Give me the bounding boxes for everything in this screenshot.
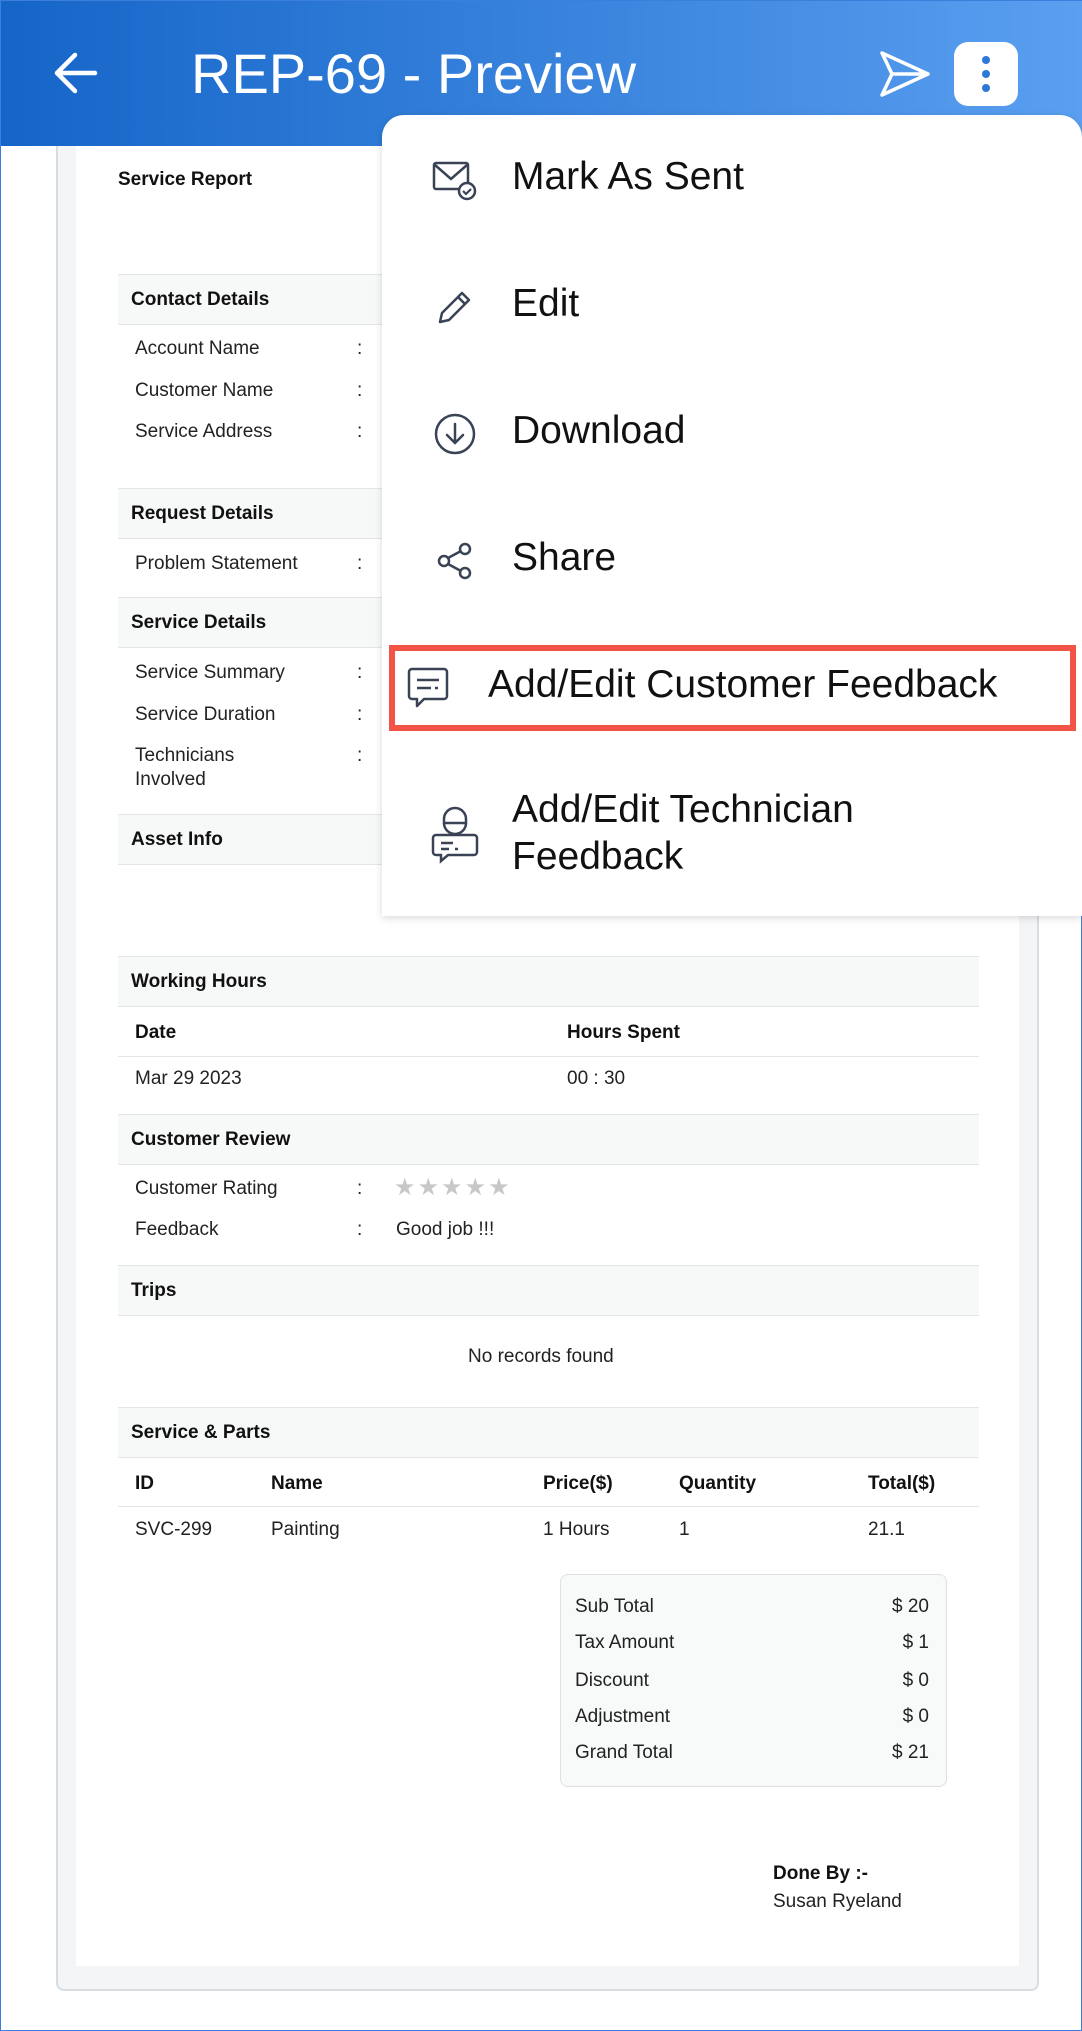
label-technicians-2: Involved bbox=[135, 769, 206, 790]
actions-menu bbox=[382, 115, 1082, 916]
row-id: SVC-299 bbox=[135, 1519, 213, 1540]
label-service-address: Service Address bbox=[135, 421, 273, 442]
star-icon: ★ bbox=[488, 1174, 510, 1201]
section-trips: Trips bbox=[118, 1265, 979, 1316]
col-name: Name bbox=[271, 1473, 323, 1494]
send-icon[interactable] bbox=[876, 49, 932, 99]
col-price: Price($) bbox=[543, 1473, 613, 1494]
colon: : bbox=[357, 704, 363, 725]
summary-label: Sub Total bbox=[575, 1596, 654, 1617]
label-customer-rating: Customer Rating bbox=[135, 1178, 278, 1199]
star-icon: ★ bbox=[441, 1174, 463, 1201]
section-working-hours: Working Hours bbox=[118, 956, 979, 1007]
colon: : bbox=[357, 338, 363, 359]
label-service-duration: Service Duration bbox=[135, 704, 276, 725]
summary-value: $ 21 bbox=[892, 1742, 929, 1763]
summary-label: Discount bbox=[575, 1670, 649, 1691]
colon: : bbox=[357, 1178, 363, 1199]
colon: : bbox=[357, 553, 363, 574]
row-quantity: 1 bbox=[679, 1519, 690, 1540]
totals-summary bbox=[560, 1574, 947, 1787]
technician-chat-icon bbox=[431, 806, 479, 864]
feedback-value: Good job !!! bbox=[396, 1219, 495, 1240]
row-name: Painting bbox=[271, 1519, 340, 1540]
summary-label: Adjustment bbox=[575, 1706, 671, 1727]
summary-label: Grand Total bbox=[575, 1742, 673, 1763]
label-account-name: Account Name bbox=[135, 338, 260, 359]
download-icon bbox=[434, 413, 476, 455]
pencil-icon bbox=[438, 291, 471, 324]
summary-value: $ 0 bbox=[902, 1670, 929, 1691]
col-date: Date bbox=[135, 1022, 177, 1043]
label-customer-name: Customer Name bbox=[135, 380, 274, 401]
report-title: Service Report bbox=[118, 169, 253, 190]
page-title: REP-69 - Preview bbox=[191, 42, 637, 105]
chat-icon bbox=[407, 667, 449, 708]
summary-value: $ 20 bbox=[892, 1596, 929, 1617]
star-icon: ★ bbox=[417, 1174, 440, 1201]
star-rating: ★★★★★ bbox=[394, 1173, 512, 1202]
mail-check-icon bbox=[432, 161, 477, 201]
label-feedback: Feedback bbox=[135, 1219, 219, 1240]
row-price: 1 Hours bbox=[543, 1519, 610, 1540]
more-options-button[interactable] bbox=[954, 42, 1018, 106]
summary-label: Tax Amount bbox=[575, 1632, 675, 1653]
col-hours-spent: Hours Spent bbox=[567, 1022, 680, 1043]
col-total: Total($) bbox=[868, 1473, 936, 1494]
colon: : bbox=[357, 1219, 363, 1240]
highlight-box bbox=[389, 645, 1076, 731]
star-icon: ★ bbox=[464, 1174, 487, 1201]
arrow-left-icon[interactable] bbox=[49, 45, 105, 101]
col-id: ID bbox=[135, 1473, 154, 1494]
label-problem-statement: Problem Statement bbox=[135, 553, 298, 574]
summary-value: $ 1 bbox=[902, 1632, 929, 1653]
colon: : bbox=[357, 380, 363, 401]
working-date: Mar 29 2023 bbox=[135, 1068, 242, 1089]
share-icon bbox=[437, 542, 472, 580]
label-technicians: Technicians bbox=[135, 745, 235, 766]
section-service-parts: Service & Parts bbox=[118, 1407, 979, 1458]
trips-empty: No records found bbox=[468, 1346, 614, 1367]
colon: : bbox=[357, 745, 363, 766]
working-hours: 00 : 30 bbox=[567, 1068, 626, 1089]
colon: : bbox=[357, 421, 363, 442]
colon: : bbox=[357, 662, 363, 683]
done-by-label: Done By :- bbox=[773, 1863, 868, 1884]
summary-value: $ 0 bbox=[902, 1706, 929, 1727]
done-by-name: Susan Ryeland bbox=[773, 1891, 902, 1912]
star-icon: ★ bbox=[394, 1174, 416, 1201]
section-customer-review: Customer Review bbox=[118, 1114, 979, 1165]
col-quantity: Quantity bbox=[679, 1473, 757, 1494]
label-service-summary: Service Summary bbox=[135, 662, 285, 683]
row-total: 21.1 bbox=[868, 1519, 905, 1540]
